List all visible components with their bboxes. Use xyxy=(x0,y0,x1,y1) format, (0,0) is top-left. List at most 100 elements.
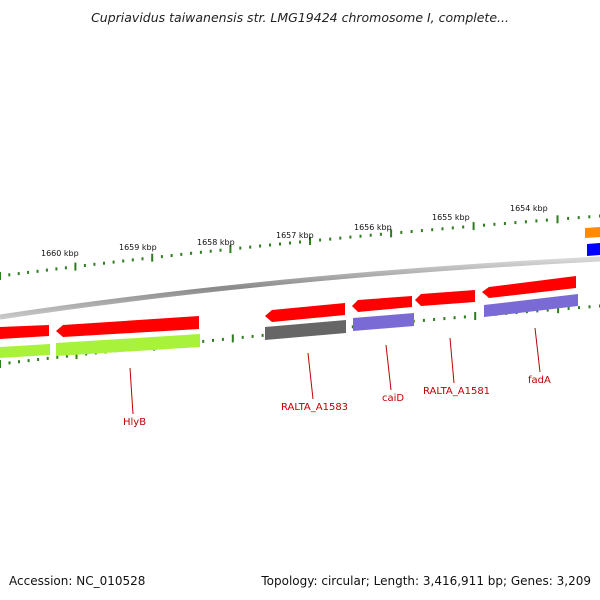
inner-minor-tick xyxy=(18,360,20,364)
kbp-label-1657: 1657 kbp xyxy=(276,231,314,240)
inner-minor-tick xyxy=(433,318,436,321)
outer-minor-tick xyxy=(27,270,30,274)
outer-minor-tick xyxy=(83,264,86,267)
outer-minor-tick xyxy=(339,236,342,240)
outer-minor-tick xyxy=(180,252,183,256)
kbp-label-1660: 1660 kbp xyxy=(41,249,79,258)
cds-ralta-a1581[interactable] xyxy=(415,290,475,306)
outer-minor-tick xyxy=(199,250,202,254)
leader-ralta-a1581 xyxy=(449,337,455,384)
outer-minor-tick xyxy=(329,237,332,241)
outer-minor-tick xyxy=(379,232,382,236)
outer-minor-tick xyxy=(299,240,301,244)
outer-major-tick xyxy=(556,215,559,224)
outer-minor-tick xyxy=(567,216,570,220)
outer-major-tick xyxy=(151,253,154,262)
inner-minor-tick xyxy=(567,306,570,310)
inner-minor-tick xyxy=(202,339,205,343)
outer-minor-tick xyxy=(170,254,173,257)
inner-minor-tick xyxy=(351,325,354,329)
outer-minor-tick xyxy=(577,216,580,220)
outer-minor-tick xyxy=(349,235,352,239)
outer-minor-tick xyxy=(451,226,454,230)
topology-stats-text: Topology: circular; Length: 3,416,911 bp… xyxy=(261,574,591,588)
outer-minor-tick xyxy=(112,260,115,264)
outer-major-tick xyxy=(229,245,232,254)
gene-fada-purple[interactable] xyxy=(484,294,578,317)
outer-minor-tick xyxy=(359,234,362,238)
outer-minor-tick xyxy=(36,269,39,273)
inner-major-tick xyxy=(75,351,78,360)
inner-major-tick xyxy=(231,334,234,343)
outer-minor-tick xyxy=(141,257,144,261)
outer-minor-tick xyxy=(535,219,538,223)
outer-minor-tick xyxy=(369,233,372,237)
cds-fada[interactable] xyxy=(482,276,576,298)
outer-minor-tick xyxy=(588,215,591,219)
kbp-label-1654: 1654 kbp xyxy=(510,204,548,213)
gene-hlyb-green[interactable] xyxy=(56,334,200,356)
cds-caid[interactable] xyxy=(352,296,412,312)
gene-caid-purple[interactable] xyxy=(353,313,414,331)
inner-minor-tick xyxy=(221,337,224,341)
feature-blue[interactable] xyxy=(587,243,600,256)
inner-minor-tick xyxy=(251,334,254,338)
inner-minor-tick xyxy=(46,356,49,360)
outer-minor-tick xyxy=(190,251,193,255)
outer-major-tick xyxy=(472,222,475,231)
inner-minor-tick xyxy=(546,308,549,312)
gene-label-hlyb[interactable]: HlyB xyxy=(123,417,146,428)
leader-caid xyxy=(385,344,392,391)
outer-minor-tick xyxy=(400,230,403,234)
cds-ralta-a1583[interactable] xyxy=(265,303,345,322)
chromosome-backbone xyxy=(0,256,600,320)
outer-minor-tick xyxy=(269,243,271,247)
outer-minor-tick xyxy=(64,266,67,270)
gene-ralta-a1583-gray[interactable] xyxy=(265,320,346,340)
outer-minor-tick xyxy=(259,244,262,248)
gene-label-ralta-a1583[interactable]: RALTA_A1583 xyxy=(281,402,348,413)
outer-minor-tick xyxy=(319,238,322,242)
outer-minor-tick xyxy=(503,222,506,225)
inner-minor-tick xyxy=(261,333,264,337)
outer-major-tick xyxy=(390,229,393,238)
outer-minor-tick xyxy=(239,246,242,250)
feature-orange[interactable] xyxy=(585,227,600,238)
gene-label-fada[interactable]: fadA xyxy=(528,375,551,386)
outer-minor-tick xyxy=(45,268,48,272)
outer-minor-tick xyxy=(103,261,105,265)
outer-minor-tick xyxy=(441,227,444,231)
inner-minor-tick xyxy=(578,306,580,310)
outer-minor-tick xyxy=(483,223,485,227)
outer-minor-tick xyxy=(514,221,517,225)
inner-minor-tick xyxy=(8,361,11,365)
outer-minor-tick xyxy=(431,228,434,232)
outer-minor-tick xyxy=(545,218,548,222)
outer-minor-tick xyxy=(209,249,212,253)
inner-minor-tick xyxy=(37,358,40,361)
kbp-label-1655: 1655 kbp xyxy=(432,213,470,222)
outer-major-tick xyxy=(74,262,77,271)
cds-hlyb[interactable] xyxy=(56,316,199,337)
kbp-label-1659: 1659 kbp xyxy=(119,243,157,252)
outer-minor-tick xyxy=(289,241,291,245)
leader-ralta-a1583 xyxy=(307,352,314,400)
map-title: Cupriavidus taiwanensis str. LMG19424 ch… xyxy=(91,10,509,25)
kbp-label-1656: 1656 kbp xyxy=(354,223,392,232)
gene-label-caid[interactable]: caiD xyxy=(382,393,404,404)
inner-minor-tick xyxy=(588,305,591,309)
gene-label-ralta-a1581[interactable]: RALTA_A1581 xyxy=(423,386,490,397)
leader-hlyb xyxy=(129,367,134,415)
inner-minor-tick xyxy=(443,317,446,321)
outer-minor-tick xyxy=(8,273,11,277)
outer-minor-tick xyxy=(493,222,496,226)
cds-left-edge[interactable] xyxy=(0,325,49,339)
outer-minor-tick xyxy=(524,220,527,224)
gene-left-edge-green[interactable] xyxy=(0,344,50,358)
kbp-label-1658: 1658 kbp xyxy=(197,238,235,247)
outer-minor-tick xyxy=(462,225,465,229)
outer-minor-tick xyxy=(279,242,281,246)
outer-minor-tick xyxy=(249,245,252,249)
cds-track xyxy=(0,276,576,339)
